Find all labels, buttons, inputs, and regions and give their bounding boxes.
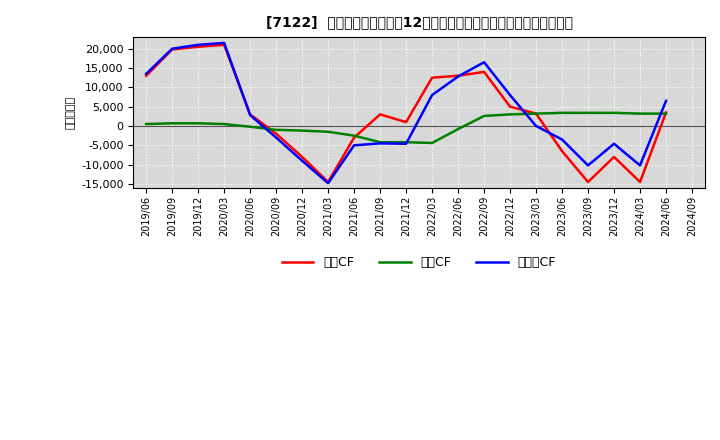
フリーCF	[428, 92, 436, 98]
フリーCF	[246, 113, 254, 118]
フリーCF	[610, 141, 618, 147]
Line: 投資CF: 投資CF	[146, 113, 666, 143]
営業CF	[428, 75, 436, 81]
フリーCF	[168, 46, 176, 51]
フリーCF	[324, 180, 333, 186]
投資CF	[480, 113, 488, 118]
営業CF	[480, 69, 488, 74]
投資CF	[532, 111, 541, 116]
投資CF	[610, 110, 618, 115]
営業CF	[324, 180, 333, 185]
フリーCF	[662, 98, 670, 103]
フリーCF	[402, 141, 410, 147]
投資CF	[324, 129, 333, 134]
フリーCF	[532, 123, 541, 128]
投資CF	[246, 124, 254, 129]
投資CF	[636, 111, 644, 116]
フリーCF	[558, 137, 567, 142]
投資CF	[350, 133, 359, 138]
フリーCF	[584, 163, 593, 168]
フリーCF	[194, 42, 202, 48]
フリーCF	[220, 40, 228, 46]
営業CF	[142, 73, 150, 78]
営業CF	[402, 120, 410, 125]
Title: [7122]  キャッシュフローの12か月移動合計の対前年同期増減額の推移: [7122] キャッシュフローの12か月移動合計の対前年同期増減額の推移	[266, 15, 572, 29]
営業CF	[376, 112, 384, 117]
フリーCF	[272, 135, 281, 140]
フリーCF	[505, 92, 514, 98]
Y-axis label: （百万円）: （百万円）	[66, 96, 76, 129]
フリーCF	[636, 163, 644, 168]
営業CF	[350, 135, 359, 140]
フリーCF	[480, 59, 488, 65]
投資CF	[662, 111, 670, 116]
営業CF	[168, 47, 176, 52]
営業CF	[610, 154, 618, 160]
フリーCF	[142, 71, 150, 77]
営業CF	[636, 180, 644, 185]
投資CF	[505, 112, 514, 117]
営業CF	[246, 112, 254, 117]
投資CF	[402, 139, 410, 145]
営業CF	[298, 154, 307, 160]
Legend: 営業CF, 投資CF, フリーCF: 営業CF, 投資CF, フリーCF	[277, 251, 561, 274]
投資CF	[272, 127, 281, 132]
営業CF	[272, 131, 281, 136]
投資CF	[428, 140, 436, 146]
投資CF	[194, 121, 202, 126]
営業CF	[220, 42, 228, 48]
営業CF	[584, 180, 593, 185]
営業CF	[454, 73, 462, 78]
Line: 営業CF: 営業CF	[146, 45, 666, 182]
営業CF	[532, 111, 541, 116]
投資CF	[220, 121, 228, 127]
フリーCF	[376, 141, 384, 146]
投資CF	[584, 110, 593, 115]
投資CF	[376, 139, 384, 145]
営業CF	[505, 104, 514, 109]
投資CF	[298, 128, 307, 133]
投資CF	[558, 110, 567, 115]
営業CF	[662, 110, 670, 115]
営業CF	[194, 44, 202, 49]
投資CF	[168, 121, 176, 126]
フリーCF	[298, 158, 307, 163]
投資CF	[454, 126, 462, 132]
フリーCF	[454, 74, 462, 79]
投資CF	[142, 121, 150, 127]
Line: フリーCF: フリーCF	[146, 43, 666, 183]
フリーCF	[350, 143, 359, 148]
営業CF	[558, 148, 567, 154]
